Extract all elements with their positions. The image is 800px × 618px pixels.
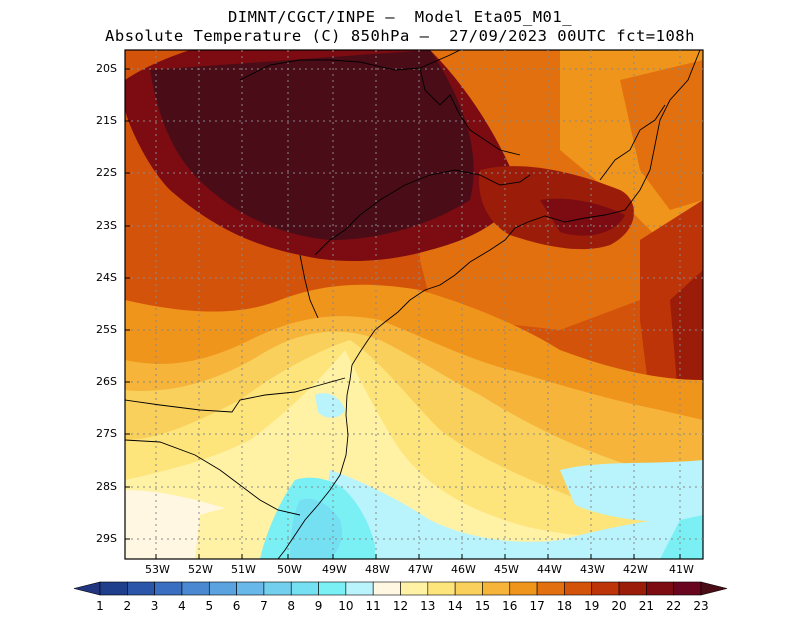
colorbar-swatch xyxy=(236,581,265,596)
colorbar-label: 17 xyxy=(529,599,545,613)
colorbar-label: 8 xyxy=(287,599,296,613)
lat-label: 23S xyxy=(96,219,117,232)
lat-label: 26S xyxy=(96,375,117,388)
colorbar-swatch xyxy=(427,581,456,596)
colorbar-swatch xyxy=(318,581,347,596)
colorbar-arrow-left xyxy=(73,581,101,596)
colorbar-swatch xyxy=(673,581,702,596)
lon-label: 50W xyxy=(277,563,302,576)
colorbar-label: 9 xyxy=(314,599,323,613)
lon-label: 44W xyxy=(537,563,562,576)
colorbar-swatch xyxy=(290,581,319,596)
colorbar-swatch xyxy=(509,581,538,596)
colorbar-swatch xyxy=(536,581,565,596)
lat-label: 29S xyxy=(96,532,117,545)
lat-label: 24S xyxy=(96,271,117,284)
colorbar-swatch xyxy=(564,581,593,596)
title-line-2: Absolute Temperature (C) 850hPa — 27/09/… xyxy=(105,27,695,45)
colorbar-swatch xyxy=(263,581,292,596)
colorbar-label: 21 xyxy=(638,599,654,613)
temperature-field xyxy=(125,50,703,559)
colorbar-swatch xyxy=(646,581,674,596)
colorbar-label: 22 xyxy=(666,599,682,613)
lat-label: 20S xyxy=(96,62,117,75)
colorbar-label: 6 xyxy=(232,599,241,613)
colorbar-label: 7 xyxy=(260,599,268,613)
colorbar-swatch xyxy=(127,581,155,596)
lon-label: 45W xyxy=(494,563,519,576)
coastlines-borders xyxy=(125,50,701,559)
lat-label: 25S xyxy=(96,323,117,336)
lat-label: 27S xyxy=(96,427,117,440)
colorbar-label: 11 xyxy=(365,599,381,613)
colorbar-label: 19 xyxy=(584,599,600,613)
colorbar-swatch xyxy=(482,581,511,596)
title-line-1: DIMNT/CGCT/INPE — Model Eta05_M01_ xyxy=(227,8,573,26)
lon-label: 41W xyxy=(669,563,694,576)
colorbar-label: 4 xyxy=(178,599,186,613)
lon-label: 48W xyxy=(365,563,390,576)
colorbar-label: 23 xyxy=(693,599,709,613)
colorbar-label: 10 xyxy=(338,599,354,613)
colorbar-label: 15 xyxy=(474,599,491,613)
colorbar-swatch xyxy=(154,581,183,596)
lon-label: 51W xyxy=(231,563,256,576)
lon-label: 49W xyxy=(322,563,347,576)
colorbar-label: 13 xyxy=(420,599,436,613)
colorbar-label: 14 xyxy=(447,599,463,613)
colorbar-swatch xyxy=(208,581,237,596)
colorbar-swatch xyxy=(591,581,620,596)
axis-ticks xyxy=(125,68,681,559)
lon-label: 52W xyxy=(188,563,213,576)
colorbar-arrow-right xyxy=(700,581,728,596)
lon-label: 53W xyxy=(145,563,170,576)
map-frame xyxy=(124,49,704,560)
colorbar-label: 3 xyxy=(150,599,159,613)
lon-label: 42W xyxy=(623,563,648,576)
colorbar-swatch xyxy=(345,581,374,596)
grid-lines xyxy=(125,50,703,559)
colorbar-label: 18 xyxy=(556,599,573,613)
lat-label: 28S xyxy=(96,480,117,493)
lon-label: 43W xyxy=(580,563,605,576)
colorbar-label: 20 xyxy=(611,599,627,613)
colorbar-swatch xyxy=(618,581,647,596)
colorbar-label: 1 xyxy=(96,599,104,613)
lat-label: 21S xyxy=(96,114,117,127)
colorbar-label: 2 xyxy=(123,599,132,613)
colorbar-swatch xyxy=(99,581,128,596)
lon-label: 46W xyxy=(451,563,476,576)
colorbar-label: 16 xyxy=(502,599,518,613)
colorbar xyxy=(73,581,728,596)
colorbar-swatch xyxy=(454,581,483,596)
colorbar-label: 5 xyxy=(205,599,214,613)
lon-label: 47W xyxy=(408,563,433,576)
colorbar-swatch xyxy=(181,581,210,596)
lat-label: 22S xyxy=(96,166,117,179)
colorbar-swatch xyxy=(400,581,429,596)
colorbar-swatch xyxy=(372,581,401,596)
colorbar-label: 12 xyxy=(392,599,409,613)
